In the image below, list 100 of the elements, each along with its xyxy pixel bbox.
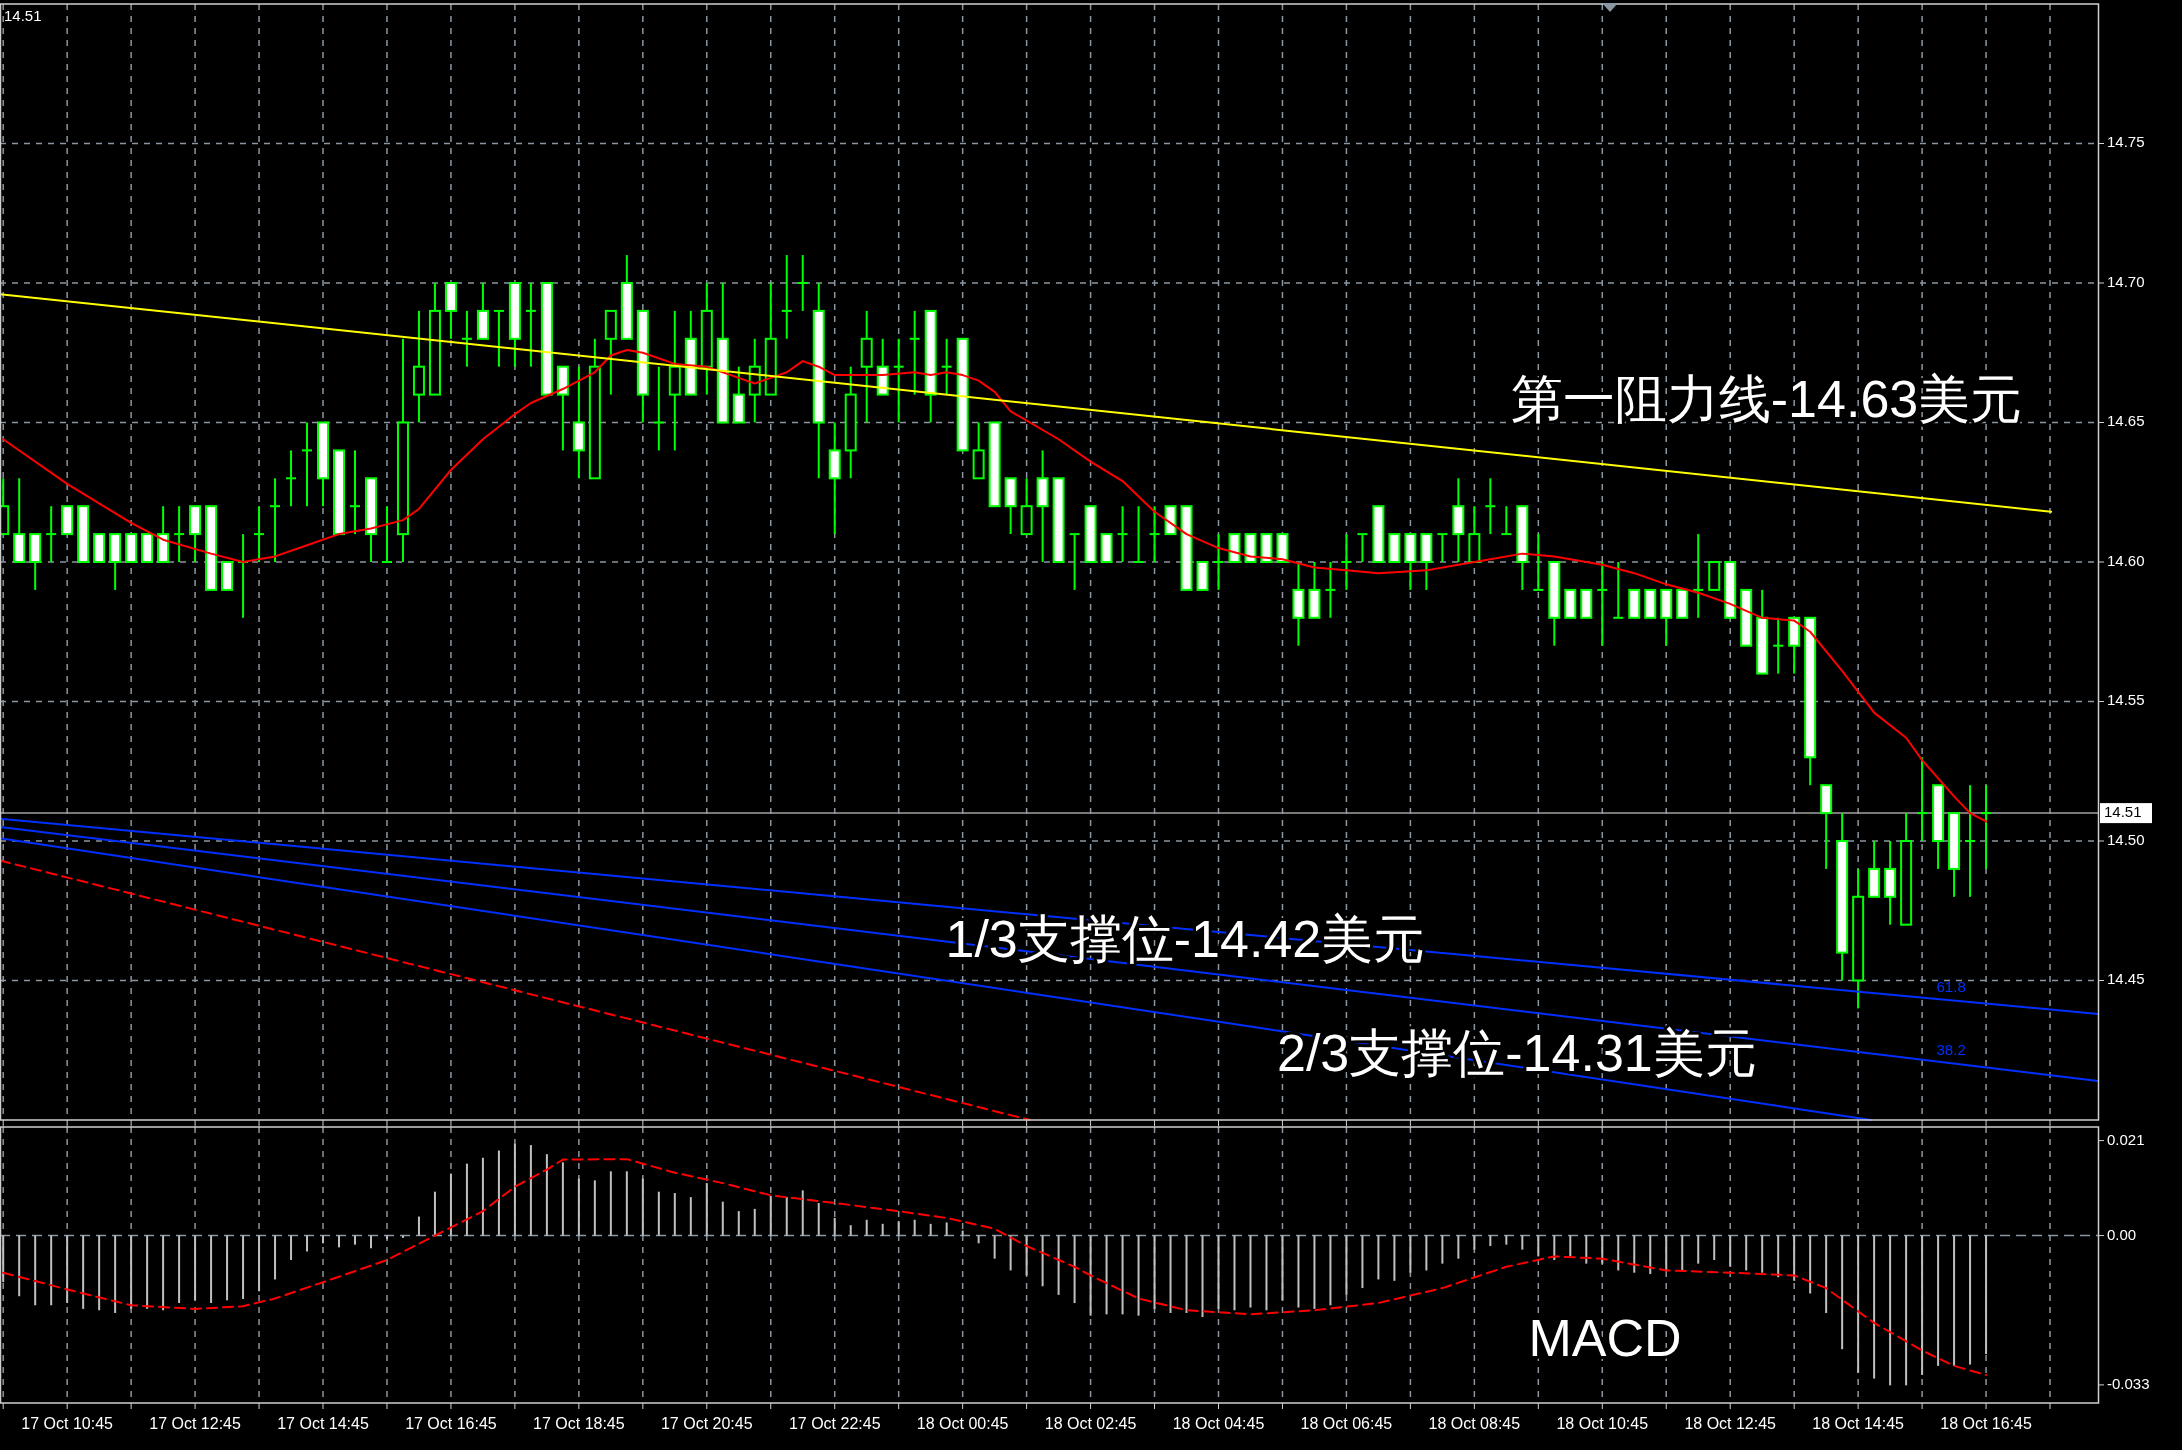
bar bbox=[1041, 1235, 1044, 1287]
bar bbox=[817, 1203, 820, 1236]
candlestick bbox=[652, 365, 665, 452]
bar bbox=[1425, 1235, 1428, 1271]
x-tick-label: 17 Oct 18:45 bbox=[533, 1415, 625, 1432]
candlestick bbox=[460, 309, 473, 368]
candlestick bbox=[1212, 533, 1225, 591]
y-tick-label: 0.00 bbox=[2107, 1225, 2137, 1243]
bar bbox=[1969, 1235, 1972, 1365]
bar bbox=[897, 1221, 900, 1236]
candlestick bbox=[796, 254, 809, 312]
bar bbox=[465, 1163, 468, 1236]
bar bbox=[1441, 1235, 1444, 1264]
bar bbox=[1025, 1235, 1028, 1276]
bar bbox=[929, 1223, 932, 1236]
bar bbox=[1585, 1235, 1588, 1264]
bar bbox=[497, 1150, 500, 1236]
x-tick-label: 17 Oct 20:45 bbox=[660, 1415, 753, 1432]
bar bbox=[130, 1235, 133, 1309]
x-tick-label: 18 Oct 04:45 bbox=[1172, 1415, 1265, 1432]
candlestick bbox=[1148, 505, 1161, 563]
candlestick bbox=[349, 449, 361, 536]
bar bbox=[369, 1235, 372, 1249]
bar bbox=[433, 1191, 436, 1236]
bar bbox=[1329, 1235, 1332, 1306]
bar bbox=[1793, 1235, 1796, 1281]
bar bbox=[1745, 1235, 1748, 1271]
bar bbox=[338, 1235, 341, 1248]
x-tick-label: 18 Oct 12:45 bbox=[1684, 1415, 1777, 1432]
candlestick bbox=[892, 337, 905, 424]
x-tick-label: 17 Oct 16:45 bbox=[405, 1415, 497, 1432]
bar bbox=[1905, 1235, 1908, 1386]
candlestick bbox=[1340, 533, 1353, 591]
bar bbox=[1105, 1235, 1108, 1315]
bar bbox=[1665, 1235, 1668, 1271]
bar bbox=[529, 1145, 532, 1236]
x-tick-label: 18 Oct 00:45 bbox=[916, 1415, 1009, 1432]
bar bbox=[1697, 1235, 1700, 1264]
candlestick bbox=[269, 477, 282, 563]
series-label: 61.8 bbox=[1936, 978, 1966, 996]
bar bbox=[1505, 1235, 1508, 1245]
x-tick-label: 17 Oct 12:45 bbox=[149, 1415, 241, 1432]
bar bbox=[1857, 1235, 1860, 1373]
candlestick bbox=[253, 505, 266, 563]
bar bbox=[417, 1216, 420, 1236]
bar bbox=[1889, 1235, 1892, 1386]
bar bbox=[1809, 1235, 1812, 1294]
x-tick-label: 18 Oct 10:45 bbox=[1556, 1415, 1649, 1432]
bar bbox=[1985, 1235, 1988, 1355]
candlestick bbox=[780, 254, 793, 340]
bar bbox=[609, 1171, 612, 1236]
candlestick bbox=[301, 421, 314, 508]
bar bbox=[18, 1235, 21, 1297]
bar bbox=[2, 1235, 5, 1283]
bar bbox=[1921, 1235, 1924, 1375]
bar bbox=[1633, 1235, 1636, 1273]
candlestick bbox=[1596, 561, 1609, 647]
bar bbox=[354, 1235, 356, 1245]
bar bbox=[1681, 1235, 1684, 1271]
y-tick-label: 14.75 bbox=[2107, 133, 2145, 151]
bar bbox=[1937, 1235, 1940, 1366]
bar bbox=[1873, 1235, 1876, 1379]
bar bbox=[1185, 1235, 1188, 1313]
bar bbox=[1569, 1235, 1572, 1257]
bar bbox=[449, 1173, 452, 1236]
bar bbox=[1137, 1235, 1140, 1316]
bar bbox=[577, 1178, 580, 1236]
candlestick bbox=[1132, 505, 1145, 563]
bar bbox=[210, 1235, 213, 1304]
x-tick-label: 18 Oct 14:45 bbox=[1812, 1415, 1905, 1432]
candlestick bbox=[1692, 533, 1705, 619]
bar bbox=[833, 1217, 836, 1236]
bar bbox=[1473, 1235, 1476, 1250]
bar bbox=[194, 1235, 197, 1301]
candlestick bbox=[1484, 477, 1497, 536]
bar bbox=[753, 1208, 756, 1236]
bar bbox=[1393, 1235, 1396, 1281]
bar bbox=[1537, 1235, 1540, 1257]
bar bbox=[865, 1219, 868, 1236]
series-label: 38.2 bbox=[1936, 1041, 1966, 1059]
candlestick bbox=[173, 505, 186, 563]
bar bbox=[146, 1235, 149, 1309]
y-tick-label: 14.60 bbox=[2107, 551, 2145, 569]
bar bbox=[1009, 1235, 1012, 1271]
candlestick bbox=[380, 505, 393, 563]
bar bbox=[178, 1235, 181, 1304]
y-tick-label: 14.55 bbox=[2107, 691, 2145, 709]
bar bbox=[545, 1154, 548, 1236]
bar bbox=[34, 1235, 37, 1306]
candlestick bbox=[1980, 784, 1993, 870]
bar bbox=[801, 1190, 804, 1236]
bar bbox=[561, 1162, 564, 1236]
bar bbox=[945, 1222, 948, 1236]
candlestick bbox=[1356, 533, 1369, 563]
bar bbox=[274, 1235, 277, 1280]
candlestick bbox=[1500, 505, 1513, 536]
bar bbox=[737, 1211, 740, 1236]
bar bbox=[625, 1171, 628, 1236]
candlestick bbox=[285, 449, 298, 508]
bar bbox=[1953, 1235, 1956, 1366]
